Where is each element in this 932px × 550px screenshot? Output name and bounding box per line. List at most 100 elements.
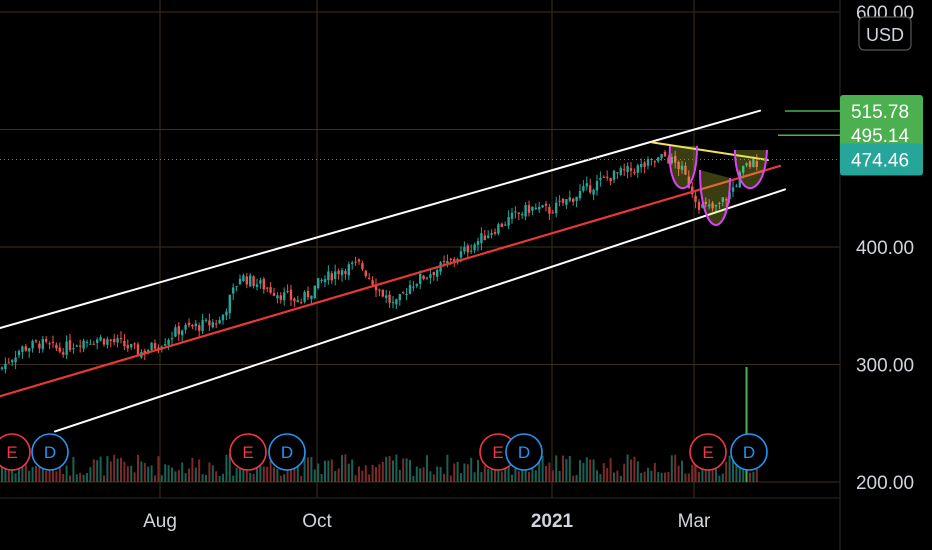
volume-bar: [330, 459, 333, 482]
candle-body: [742, 165, 745, 173]
volume-bar: [89, 467, 92, 482]
volume-bar: [28, 470, 31, 482]
volume-bar: [31, 467, 34, 482]
volume-bar: [453, 463, 456, 482]
volume-bar: [728, 455, 731, 482]
y-tick-label: 300.00: [856, 356, 914, 377]
volume-bar: [242, 468, 245, 482]
candle-body: [419, 273, 422, 284]
volume-bar: [721, 473, 724, 482]
candle-body: [65, 341, 68, 355]
candle-body: [58, 347, 61, 352]
candle-body: [640, 163, 643, 168]
volume-bar: [381, 461, 384, 482]
volume-bar: [21, 466, 24, 482]
candle-body: [459, 251, 463, 258]
candle-body: [48, 343, 51, 345]
volume-bar: [208, 462, 211, 482]
volume-bar: [473, 472, 476, 482]
candle-body: [34, 340, 38, 342]
candle-body: [238, 278, 242, 285]
dividend-marker[interactable]: D: [730, 433, 768, 471]
candle-body: [527, 205, 531, 213]
candle-body: [395, 299, 398, 305]
volume-bar: [497, 467, 500, 482]
candle-body: [497, 224, 500, 234]
volume-bar: [130, 465, 133, 482]
volume-bar: [239, 461, 241, 482]
volume-bar: [749, 472, 751, 482]
volume-bar: [422, 467, 425, 482]
volume-bar: [18, 463, 20, 482]
volume-bar: [92, 459, 95, 482]
volume-bar: [732, 454, 734, 482]
dividend-marker[interactable]: D: [268, 433, 306, 471]
candle-body: [602, 176, 605, 178]
candle-body: [327, 271, 330, 281]
candle-body: [711, 202, 714, 209]
volume-bar: [558, 470, 561, 482]
volume-bar: [531, 457, 534, 482]
volume-bar: [415, 466, 418, 482]
candle-body: [354, 261, 357, 263]
candle-body: [276, 295, 279, 299]
candle-body: [75, 345, 78, 347]
candle-body: [293, 298, 296, 302]
candle-body: [694, 195, 697, 202]
candle-body: [31, 341, 34, 349]
candle-body: [337, 270, 340, 275]
volume-bar: [65, 465, 68, 482]
dividend-marker[interactable]: D: [505, 433, 543, 471]
candle-body: [504, 224, 507, 226]
volume-bar: [626, 454, 629, 482]
candle-body: [296, 300, 299, 303]
candle-body: [330, 273, 333, 281]
candle-body: [55, 344, 58, 349]
volume-bar: [684, 473, 687, 482]
volume-bar: [412, 475, 415, 482]
candle-body: [476, 241, 480, 245]
volume-bar: [436, 466, 439, 482]
candle-body: [249, 275, 252, 287]
volume-bar: [245, 464, 248, 482]
candle-body: [194, 323, 197, 327]
volume-bar: [150, 465, 153, 482]
candle-body: [670, 157, 673, 164]
candle-body: [344, 271, 347, 274]
volume-bar: [143, 462, 146, 482]
earnings-marker[interactable]: E: [689, 433, 727, 471]
candle-body: [534, 207, 537, 210]
currency-button[interactable]: USD: [858, 16, 912, 51]
volume-bar: [647, 467, 649, 482]
earnings-marker[interactable]: E: [0, 433, 31, 471]
price-tag-box: [840, 94, 923, 127]
earnings-marker[interactable]: E: [229, 433, 267, 471]
candle-body: [660, 154, 663, 159]
volume-bar: [633, 456, 636, 482]
candle-body: [269, 287, 272, 293]
volume-bar: [664, 472, 666, 482]
volume-bar: [653, 462, 656, 482]
candle-body: [633, 171, 636, 174]
candle-body: [473, 244, 476, 251]
volume-bar: [650, 470, 653, 482]
candle-body: [167, 339, 170, 345]
volume-bar: [276, 468, 279, 482]
candle-body: [371, 280, 374, 285]
volume-bar: [548, 462, 551, 482]
candle-body: [521, 214, 524, 216]
candle-body: [221, 314, 225, 321]
candle-body: [303, 292, 306, 302]
candle-body: [181, 330, 184, 336]
dividend-marker[interactable]: D: [31, 433, 69, 471]
volume-bar: [188, 468, 190, 482]
candle-body: [510, 212, 514, 219]
candle-body: [623, 169, 626, 171]
volume-bar: [616, 470, 619, 482]
volume-bar: [551, 470, 554, 482]
volume-bar: [538, 455, 541, 482]
volume-bar: [460, 473, 462, 482]
candle-body: [323, 279, 327, 283]
